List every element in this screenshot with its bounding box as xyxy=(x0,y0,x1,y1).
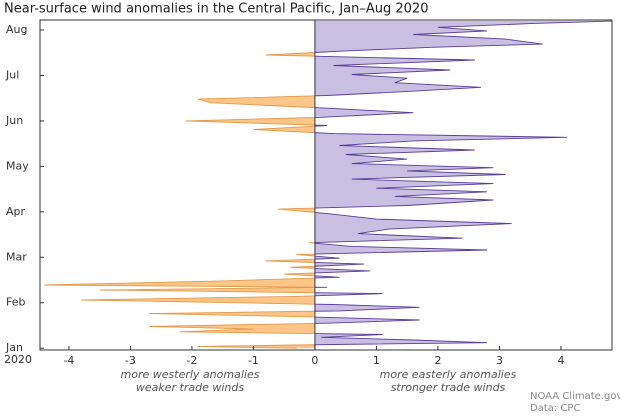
x-tick-label: -4 xyxy=(63,354,74,367)
y-tick-label: May xyxy=(6,159,29,172)
source: NOAA Climate.gov xyxy=(530,391,620,402)
y-tick-label: Jun xyxy=(5,114,23,127)
y-tick-label: Mar xyxy=(6,250,27,263)
positive-area-line xyxy=(314,20,612,346)
x-tick-label: -1 xyxy=(248,354,259,367)
x-tick-label: 0 xyxy=(311,354,318,367)
y-tick-label: Aug xyxy=(6,23,27,36)
x-tick-label: -2 xyxy=(186,354,197,367)
x-tick-label: 4 xyxy=(557,354,564,367)
annotation: more westerly anomalies xyxy=(121,368,260,381)
plot-frame xyxy=(39,19,613,351)
negative-area xyxy=(44,20,315,349)
y-tick-label: Jul xyxy=(5,68,19,81)
y-tick-label: Jan xyxy=(5,341,23,354)
y-tick-label: Apr xyxy=(6,205,26,218)
x-tick-label: 1 xyxy=(373,354,380,367)
y-tick-label: Feb xyxy=(6,296,25,309)
annotation: weaker trade winds xyxy=(136,381,244,394)
x-tick-label: -3 xyxy=(125,354,136,367)
source: Data: CPC xyxy=(530,403,580,413)
x-tick-label: 3 xyxy=(496,354,503,367)
x-tick-label: 2 xyxy=(434,354,441,367)
year-label: 2020 xyxy=(4,353,32,366)
annotation: more easterly anomalies xyxy=(380,368,517,381)
annotation: stronger trade winds xyxy=(391,381,506,394)
chart-title: Near-surface wind anomalies in the Centr… xyxy=(4,2,429,17)
